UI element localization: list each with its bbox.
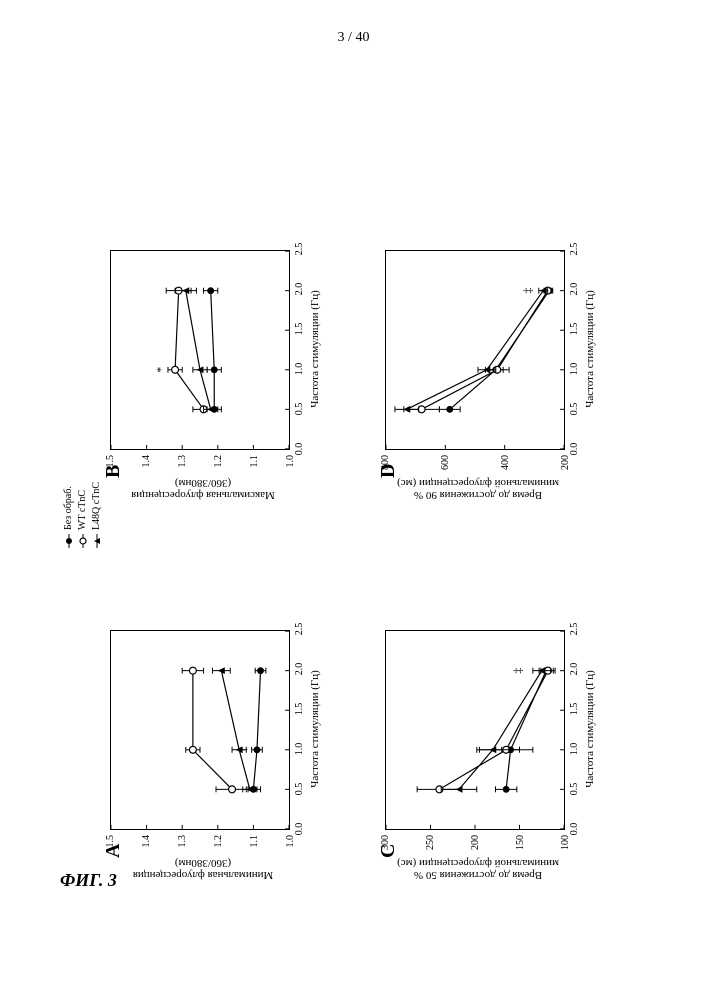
- x-axis-label: Частота стимуляции (Гц): [584, 249, 596, 449]
- legend-label: L48Q cTnC: [90, 482, 104, 530]
- x-tick-label: 2.0: [294, 279, 305, 299]
- panel-d: D ‡0.00.51.01.52.02.5200400600800Частота…: [385, 110, 630, 450]
- y-tick-label: 1.0: [285, 835, 296, 848]
- x-tick-label: 1.5: [569, 319, 580, 339]
- x-tick-label: 1.5: [294, 319, 305, 339]
- chart-box: †0.00.51.01.52.02.51.01.11.21.31.41.5Час…: [110, 630, 290, 830]
- y-axis-label: Время до достижения 50 %минимальной флуо…: [388, 857, 568, 881]
- y-tick-label: 1.4: [141, 835, 152, 848]
- y-tick-label: 1.5: [105, 455, 116, 468]
- y-tick-label: 1.1: [249, 455, 260, 468]
- x-tick-label: 0.5: [294, 779, 305, 799]
- y-tick-label: 200: [560, 455, 571, 470]
- panel-c: C ‡0.00.51.01.52.02.5100150200250300Част…: [385, 490, 630, 830]
- y-tick-label: 150: [515, 835, 526, 850]
- x-axis-label: Частота стимуляции (Гц): [584, 629, 596, 829]
- legend-item: WT cTnC: [76, 482, 90, 548]
- x-tick-label: 2.0: [569, 659, 580, 679]
- y-tick-label: 1.0: [285, 455, 296, 468]
- legend-marker-filled-circle: [64, 534, 74, 548]
- y-axis-label: Максимальная флуоресценция(360/380нм): [113, 477, 293, 501]
- y-tick-label: 1.3: [177, 455, 188, 468]
- y-axis-label: Минимальная флуоресценция(360/380нм): [113, 857, 293, 881]
- y-tick-label: 1.5: [105, 835, 116, 848]
- x-tick-label: 2.5: [569, 619, 580, 639]
- y-tick-label: 800: [380, 455, 391, 470]
- x-tick-label: 1.0: [294, 359, 305, 379]
- y-tick-label: 1.1: [249, 835, 260, 848]
- x-tick-label: 0.5: [569, 399, 580, 419]
- figure-container: A Без обраб. WT cTnC L48Q cTnC †0.00.51.…: [10, 210, 707, 730]
- figure-label: ФИГ. 3: [60, 870, 117, 891]
- x-tick-label: 1.0: [569, 739, 580, 759]
- x-tick-label: 2.5: [569, 239, 580, 259]
- y-tick-label: 250: [425, 835, 436, 850]
- x-tick-label: 1.0: [294, 739, 305, 759]
- legend-marker-open-circle: [78, 534, 88, 548]
- x-tick-label: 1.0: [569, 359, 580, 379]
- svg-text:†: †: [235, 747, 249, 753]
- y-axis-label: Время до достижения 90 %минимальной флуо…: [388, 477, 568, 501]
- svg-text:‡: ‡: [510, 668, 524, 674]
- y-tick-label: 1.2: [213, 835, 224, 848]
- x-axis-label: Частота стимуляции (Гц): [309, 629, 321, 829]
- x-tick-label: 2.5: [294, 239, 305, 259]
- x-tick-label: 2.0: [569, 279, 580, 299]
- chart-box: ‡0.00.51.01.52.02.5200400600800Частота с…: [385, 250, 565, 450]
- y-tick-label: 1.4: [141, 455, 152, 468]
- panels-grid: A Без обраб. WT cTnC L48Q cTnC †0.00.51.…: [110, 110, 630, 830]
- y-tick-label: 200: [470, 835, 481, 850]
- svg-text:‡: ‡: [520, 288, 534, 294]
- x-tick-label: 0.5: [569, 779, 580, 799]
- legend-item: L48Q cTnC: [90, 482, 104, 548]
- y-tick-label: 100: [560, 835, 571, 850]
- y-tick-label: 300: [380, 835, 391, 850]
- x-tick-label: 0.5: [294, 399, 305, 419]
- page-number: 3 / 40: [338, 30, 370, 46]
- y-tick-label: 400: [500, 455, 511, 470]
- panel-a: A Без обраб. WT cTnC L48Q cTnC †0.00.51.…: [110, 490, 355, 830]
- chart-box: *0.00.51.01.52.02.51.01.11.21.31.41.5Час…: [110, 250, 290, 450]
- chart-box: ‡0.00.51.01.52.02.5100150200250300Частот…: [385, 630, 565, 830]
- svg-text:*: *: [153, 367, 167, 373]
- x-tick-label: 2.0: [294, 659, 305, 679]
- y-tick-label: 1.2: [213, 455, 224, 468]
- x-tick-label: 1.5: [569, 699, 580, 719]
- legend-marker-filled-triangle: [92, 534, 102, 548]
- x-axis-label: Частота стимуляции (Гц): [309, 249, 321, 449]
- y-tick-label: 600: [440, 455, 451, 470]
- panel-b: B *0.00.51.01.52.02.51.01.11.21.31.41.5Ч…: [110, 110, 355, 450]
- x-tick-label: 2.5: [294, 619, 305, 639]
- legend-label: WT cTnC: [76, 490, 90, 530]
- legend-label: Без обраб.: [62, 486, 76, 530]
- x-tick-label: 1.5: [294, 699, 305, 719]
- legend-item: Без обраб.: [62, 482, 76, 548]
- legend: Без обраб. WT cTnC L48Q cTnC: [62, 482, 104, 548]
- y-tick-label: 1.3: [177, 835, 188, 848]
